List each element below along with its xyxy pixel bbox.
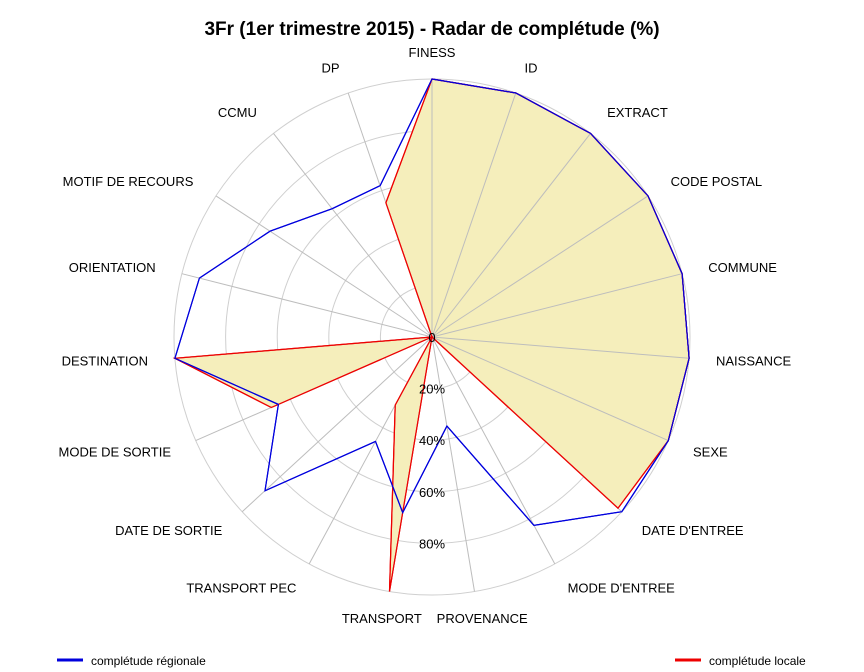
axis-label-dp: DP bbox=[321, 60, 339, 75]
axis-label-id: ID bbox=[525, 60, 538, 75]
spoke-motif-de-recours bbox=[215, 195, 433, 338]
legend-label-locale: complétude locale bbox=[709, 654, 806, 668]
axis-label-date-de-sortie: DATE DE SORTIE bbox=[115, 523, 222, 538]
axis-label-orientation: ORIENTATION bbox=[69, 260, 156, 275]
spoke-naissance bbox=[431, 336, 690, 359]
tick-label-80: 80% bbox=[419, 536, 445, 551]
radial-ticks: 0 20% 40% 60% 80% bbox=[419, 330, 445, 551]
spoke-ccmu bbox=[273, 133, 433, 338]
tick-label-0: 0 bbox=[428, 330, 435, 345]
axis-label-mode-de-sortie: MODE DE SORTIE bbox=[59, 445, 172, 460]
chart-title: 3Fr (1er trimestre 2015) - Radar de comp… bbox=[204, 19, 659, 40]
axis-label-motif-de-recours: MOTIF DE RECOURS bbox=[63, 174, 194, 189]
axis-label-extract: EXTRACT bbox=[607, 105, 668, 120]
spoke-date-de-sortie bbox=[241, 336, 433, 513]
tick-label-40: 40% bbox=[419, 433, 445, 448]
axis-label-finess: FINESS bbox=[409, 45, 456, 60]
axis-label-sexe: SEXE bbox=[693, 445, 728, 460]
axis-label-transport: TRANSPORT bbox=[342, 611, 422, 626]
axis-label-destination: DESTINATION bbox=[62, 354, 148, 369]
axis-label-naissance: NAISSANCE bbox=[716, 354, 791, 369]
radar-series bbox=[172, 78, 690, 592]
spoke-provenance bbox=[431, 336, 475, 592]
series-outline-compl-tude-r-gionale bbox=[174, 78, 690, 526]
axis-label-ccmu: CCMU bbox=[218, 105, 257, 120]
spoke-mode-d-entree bbox=[431, 336, 556, 565]
spoke-sexe bbox=[431, 336, 669, 442]
axis-label-code-postal: CODE POSTAL bbox=[671, 174, 763, 189]
spoke-code-postal bbox=[431, 195, 649, 338]
axis-label-mode-d-entree: MODE D'ENTREE bbox=[568, 581, 676, 596]
axis-label-commune: COMMUNE bbox=[708, 260, 777, 275]
axis-labels: FINESS ID EXTRACT CODE POSTAL COMMUNE NAISSAN… bbox=[59, 45, 792, 626]
tick-label-20: 20% bbox=[419, 382, 445, 397]
spoke-id bbox=[431, 92, 517, 338]
spoke-commune bbox=[431, 273, 683, 338]
legend-label-regionale: complétude régionale bbox=[91, 654, 206, 668]
spoke-orientation bbox=[181, 273, 433, 338]
tick-label-60: 60% bbox=[419, 485, 445, 500]
axis-label-transport-pec: TRANSPORT PEC bbox=[186, 581, 296, 596]
axis-label-date-d-entree: DATE D'ENTREE bbox=[642, 523, 744, 538]
legend: complétude régionale complétude locale bbox=[57, 654, 806, 668]
spoke-extract bbox=[431, 133, 591, 338]
axis-label-provenance: PROVENANCE bbox=[437, 611, 528, 626]
